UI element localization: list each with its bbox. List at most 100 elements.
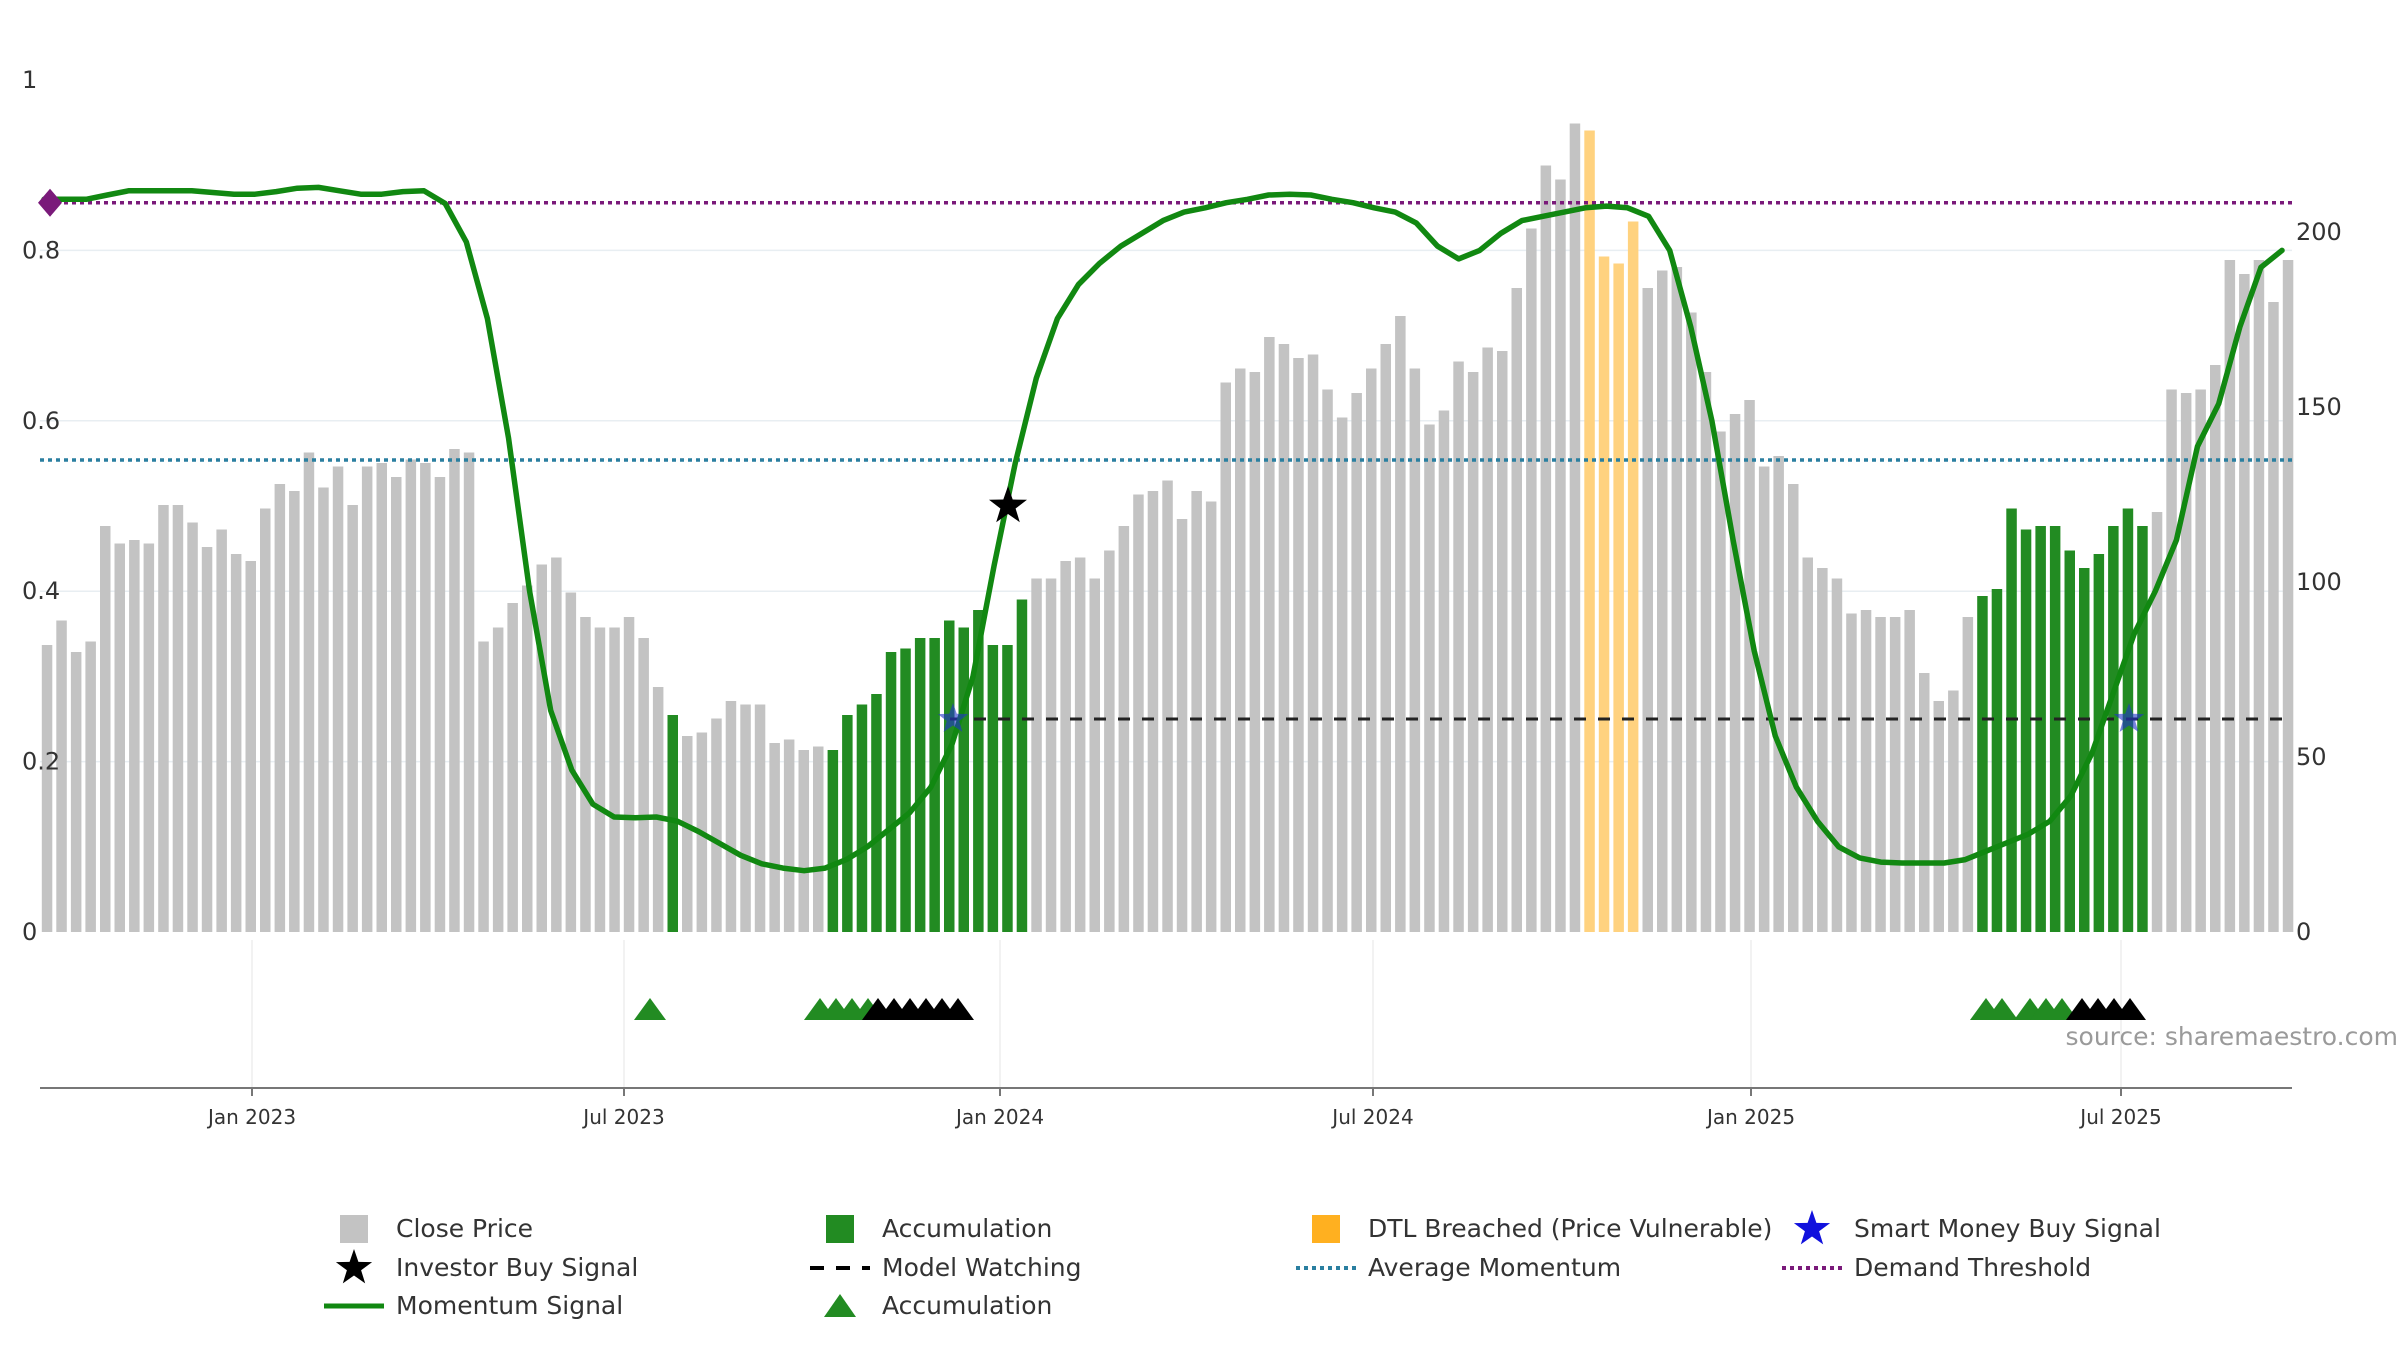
close-price-bar: [813, 746, 824, 932]
close-price-bar: [1322, 389, 1333, 932]
x-tick-label: Jul 2024: [1330, 1105, 1413, 1129]
close-price-bar: [289, 491, 300, 932]
close-price-bar: [70, 652, 82, 932]
close-price-bar: [711, 718, 722, 932]
close-price-bar: [391, 477, 402, 932]
legend-star-icon: [335, 1249, 373, 1284]
dtl-breached-bar: [1584, 130, 1595, 932]
close-price-bar: [1657, 270, 1668, 932]
close-price-bar: [361, 466, 373, 932]
accumulation-bar: [1016, 599, 1028, 932]
close-price-bar: [187, 522, 198, 932]
close-price-bar: [376, 463, 387, 932]
close-price-bar: [332, 466, 344, 932]
close-price-bar: [1191, 491, 1202, 932]
legend-label: Accumulation: [882, 1291, 1052, 1320]
left-tick-label: 0.8: [22, 236, 60, 264]
close-price-bar: [1467, 372, 1479, 932]
close-price-bar: [1817, 568, 1828, 932]
close-price-bar: [463, 452, 475, 932]
close-price-bar: [740, 704, 751, 932]
close-price-bar: [260, 508, 271, 932]
close-price-bar: [1933, 701, 1944, 932]
smart-money-buy-signal-star: [937, 703, 969, 732]
momentum-signal-line: [41, 184, 2285, 874]
close-price-bar: [1555, 179, 1566, 932]
close-price-bar: [522, 585, 533, 932]
close-price-bar: [2253, 260, 2265, 932]
x-tick-label: Jan 2023: [206, 1105, 296, 1129]
close-price-bar: [1045, 578, 1057, 932]
legend-smart-money: Smart Money Buy Signal: [1793, 1210, 2161, 1245]
legend-star-icon: [1793, 1210, 1831, 1245]
close-price-bar: [1307, 354, 1319, 932]
legend-label: Demand Threshold: [1854, 1253, 2091, 1282]
accumulation-bar: [2079, 568, 2090, 932]
close-price-bar: [1380, 344, 1391, 932]
close-price-bar: [158, 505, 169, 932]
legend-accumulation-marker: Accumulation: [824, 1291, 1052, 1320]
close-price-bar: [245, 561, 256, 932]
accumulation-bar: [2137, 526, 2148, 932]
close-price-bar: [1409, 368, 1421, 932]
legend-label: Close Price: [396, 1214, 533, 1243]
signal-lines: [40, 184, 2292, 874]
close-price-bar: [1031, 578, 1042, 932]
right-tick-label: 200: [2296, 218, 2342, 246]
left-tick-label: 0.4: [22, 577, 60, 605]
close-price-bar: [1438, 410, 1450, 932]
investor-buy-signal-star: [989, 486, 1027, 523]
close-price-bar: [1220, 382, 1231, 932]
x-tick-label: Jul 2023: [581, 1105, 664, 1129]
close-price-bar: [1511, 288, 1522, 932]
close-price-bar: [2180, 393, 2192, 932]
right-tick-label: 0: [2296, 918, 2311, 946]
x-tick-label: Jul 2025: [2078, 1105, 2161, 1129]
legend-label: Average Momentum: [1368, 1253, 1621, 1282]
close-price-bar: [798, 750, 809, 932]
close-price-bar: [1671, 267, 1683, 932]
close-price-bar: [114, 543, 125, 932]
right-tick-label: 50: [2296, 743, 2327, 771]
close-price-bar: [594, 627, 606, 932]
close-price-bar: [682, 736, 693, 932]
close-price-bar: [507, 603, 518, 932]
close-price-bar: [783, 739, 795, 932]
close-price-bar: [41, 645, 53, 932]
accumulation-bar: [958, 627, 969, 932]
accumulation-bar: [987, 645, 999, 932]
close-price-bar: [2166, 389, 2177, 932]
accumulation-bar: [1991, 589, 2003, 932]
accumulation-bar: [856, 704, 868, 932]
accumulation-bar: [944, 620, 955, 932]
legend-label: DTL Breached (Price Vulnerable): [1368, 1214, 1772, 1243]
close-price-bar: [1919, 673, 1930, 932]
left-tick-label: 1: [22, 66, 37, 94]
dtl-breached-bar: [1627, 221, 1639, 932]
legend-demand-threshold: Demand Threshold: [1782, 1253, 2091, 1282]
close-price-bar: [405, 459, 417, 932]
legend-close-price: Close Price: [340, 1214, 533, 1243]
close-price-bar: [1162, 480, 1173, 932]
legend-model-watching: Model Watching: [810, 1253, 1082, 1282]
close-price-bar: [2268, 302, 2279, 932]
legend-swatch: [826, 1215, 854, 1243]
close-price-bar: [1235, 368, 1246, 932]
close-price-bar: [1249, 372, 1261, 932]
close-price-bar: [347, 505, 358, 932]
chart-axes: Jan 2023 Jul 2023 Jan 2024 Jul 2024 Jan 2025…: [22, 66, 2342, 1129]
close-price-bar: [434, 477, 446, 932]
close-price-bar: [2224, 260, 2236, 932]
close-price-bar: [230, 554, 242, 932]
accumulation-marker: [634, 998, 666, 1020]
accumulation-bar: [871, 694, 882, 932]
close-price-bar: [1715, 431, 1726, 932]
close-price-bar: [420, 463, 431, 932]
close-price-bar: [1424, 424, 1435, 932]
close-price-bar: [1540, 165, 1552, 932]
chart-legend: Close Price Accumulation DTL Breached (Pri…: [324, 1210, 2161, 1320]
close-price-bar: [1074, 557, 1086, 932]
model-watching-marker: [942, 998, 974, 1020]
accumulation-bar: [827, 750, 839, 932]
close-price-bar: [1904, 610, 1915, 932]
